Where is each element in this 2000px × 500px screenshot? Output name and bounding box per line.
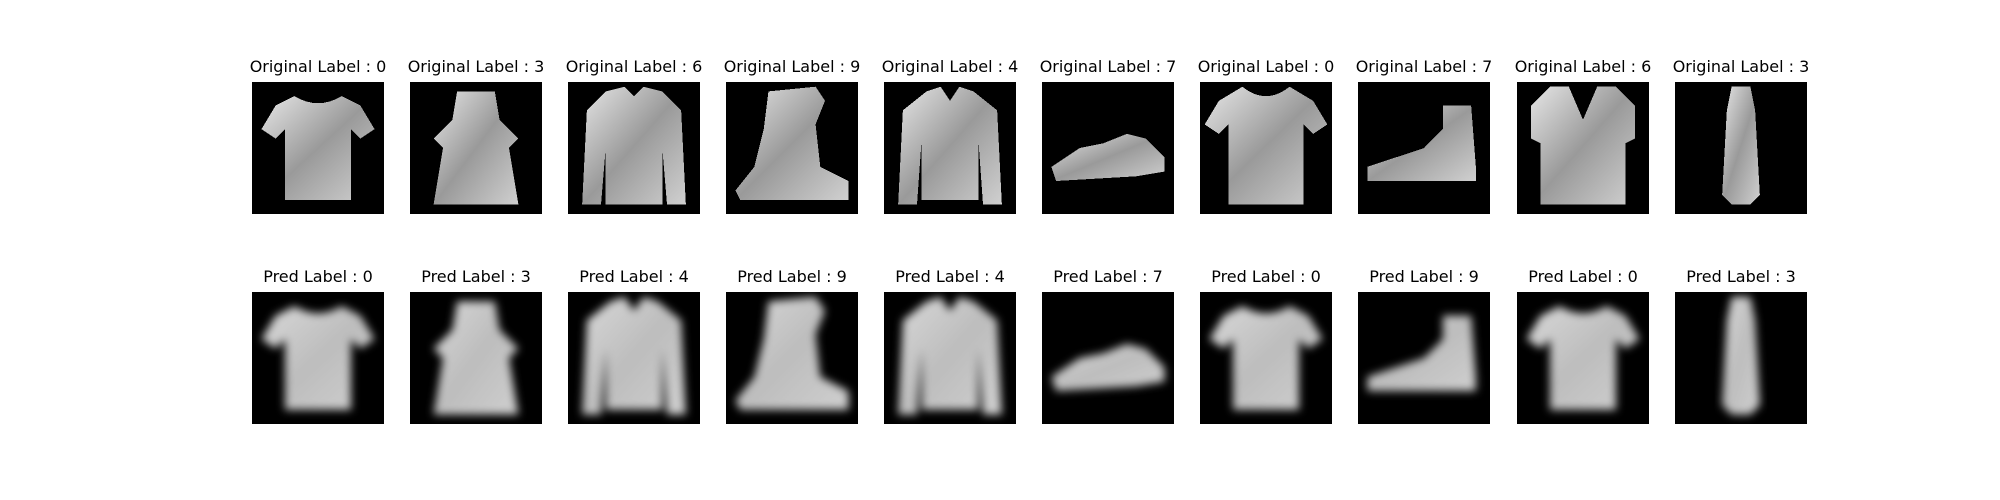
garment-image	[1358, 292, 1490, 424]
pred-label: Pred Label : 0	[263, 267, 373, 286]
garment-image	[1517, 292, 1649, 424]
garment-image	[726, 292, 858, 424]
garment-image	[568, 82, 700, 214]
original-label: Original Label : 0	[1197, 57, 1335, 76]
pred-label: Pred Label : 4	[579, 267, 689, 286]
pred-label: Pred Label : 0	[1528, 267, 1638, 286]
garment-image	[568, 292, 700, 424]
garment-image	[252, 82, 384, 214]
original-label: Original Label : 7	[1039, 57, 1177, 76]
garment-image	[1358, 82, 1490, 214]
pred-label: Pred Label : 9	[737, 267, 847, 286]
garment-image	[1042, 82, 1174, 214]
original-label: Original Label : 3	[407, 57, 545, 76]
original-label: Original Label : 9	[723, 57, 861, 76]
garment-image	[726, 82, 858, 214]
original-label: Original Label : 0	[249, 57, 387, 76]
pred-label: Pred Label : 0	[1211, 267, 1321, 286]
garment-image	[410, 292, 542, 424]
pred-label: Pred Label : 4	[895, 267, 1005, 286]
garment-image	[1675, 292, 1807, 424]
original-label: Original Label : 3	[1672, 57, 1810, 76]
pred-label: Pred Label : 7	[1053, 267, 1163, 286]
original-label: Original Label : 7	[1355, 57, 1493, 76]
garment-image	[252, 292, 384, 424]
garment-image	[410, 82, 542, 214]
pred-label: Pred Label : 9	[1369, 267, 1479, 286]
garment-image	[1200, 292, 1332, 424]
garment-image	[1200, 82, 1332, 214]
original-label: Original Label : 6	[1514, 57, 1652, 76]
pred-label: Pred Label : 3	[1686, 267, 1796, 286]
garment-image	[1517, 82, 1649, 214]
garment-image	[884, 82, 1016, 214]
garment-image	[1675, 82, 1807, 214]
garment-image	[1042, 292, 1174, 424]
original-label: Original Label : 4	[881, 57, 1019, 76]
garment-image	[884, 292, 1016, 424]
original-label: Original Label : 6	[565, 57, 703, 76]
pred-label: Pred Label : 3	[421, 267, 531, 286]
